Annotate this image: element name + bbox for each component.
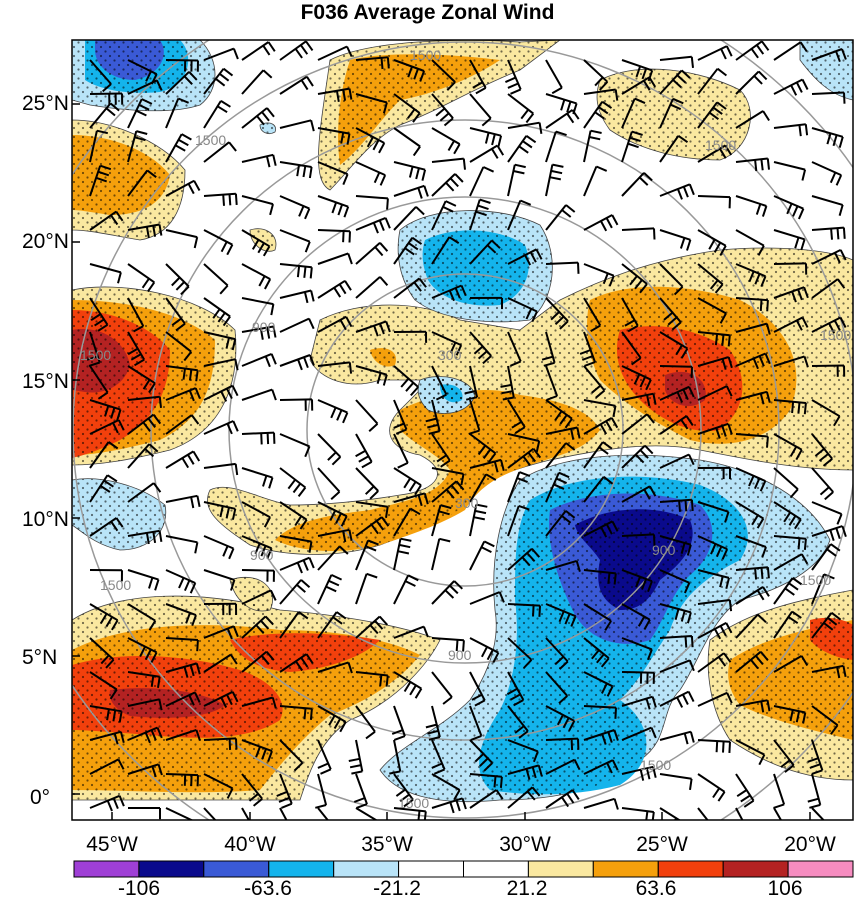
ring-label-1500b: 1500: [195, 132, 226, 148]
ring-label-1500h: 1500: [800, 572, 831, 588]
ring-label-1500i: 1500: [640, 757, 671, 773]
ring-label-1500e: 1500: [398, 795, 429, 811]
colorbar-label-5: 63.6: [636, 877, 677, 901]
ring-label-1500f: 1500: [705, 137, 736, 153]
colorbar-label-4: 21.2: [507, 877, 548, 901]
colorbar-label-3: -21.2: [373, 877, 421, 901]
colorbar-label-6: 106: [767, 877, 802, 901]
lat-label-0: 0°: [30, 786, 78, 810]
ring-label-300b: 300: [455, 495, 479, 511]
lat-label-25n: 25°N: [22, 92, 70, 116]
ring-label-900c: 900: [448, 647, 472, 663]
ring-label-300a: 300: [438, 347, 462, 363]
lon-label-35w: 35°W: [361, 833, 413, 857]
ring-label-1500c: 1500: [80, 347, 111, 363]
lon-label-40w: 40°W: [224, 833, 276, 857]
lon-label-25w: 25°W: [636, 833, 688, 857]
colorbar-label-2: -63.6: [244, 877, 292, 901]
lon-label-20w: 20°W: [784, 833, 836, 857]
lat-label-20n: 20°N: [22, 230, 70, 254]
lon-label-30w: 30°W: [499, 833, 551, 857]
ring-label-900d: 900: [652, 542, 676, 558]
colorbar-label-1: -106: [118, 877, 160, 901]
ring-label-1500d: 1500: [100, 577, 131, 593]
ring-label-900a: 900: [252, 319, 276, 335]
lat-label-15n: 15°N: [22, 370, 70, 394]
lat-label-5n: 5°N: [22, 646, 70, 670]
ring-label-1500a: 1500: [410, 47, 441, 63]
ring-label-1500g: 1500: [820, 327, 851, 343]
ring-label-900b: 900: [250, 547, 274, 563]
lon-label-45w: 45°W: [86, 833, 138, 857]
lat-label-10n: 10°N: [22, 508, 70, 532]
